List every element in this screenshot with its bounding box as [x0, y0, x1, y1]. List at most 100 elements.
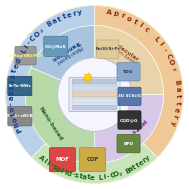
Text: O: O	[113, 171, 120, 178]
Bar	[72, 98, 117, 103]
Wedge shape	[31, 26, 94, 80]
FancyBboxPatch shape	[117, 63, 140, 81]
Text: A: A	[106, 9, 112, 16]
Text: e: e	[138, 159, 145, 167]
Text: Metal-based: Metal-based	[54, 44, 82, 64]
FancyBboxPatch shape	[97, 40, 119, 58]
Text: s: s	[51, 164, 57, 171]
FancyBboxPatch shape	[15, 47, 36, 65]
Text: CG@MoS: CG@MoS	[45, 44, 67, 48]
Text: d: d	[66, 170, 72, 177]
Bar	[72, 92, 117, 97]
Text: a: a	[51, 18, 58, 25]
Text: i: i	[103, 174, 106, 180]
Bar	[72, 105, 117, 110]
Text: A: A	[37, 154, 45, 162]
Text: Bi0.5+xNCB: Bi0.5+xNCB	[6, 114, 34, 118]
Text: Ru(II)/Si-Pc: Ru(II)/Si-Pc	[95, 47, 120, 51]
Text: 3D SCSi/G: 3D SCSi/G	[118, 94, 141, 98]
Text: ₂: ₂	[170, 66, 177, 71]
Text: O: O	[167, 58, 175, 66]
Text: B: B	[46, 20, 54, 28]
Text: i: i	[138, 22, 143, 29]
Circle shape	[84, 74, 91, 81]
Text: t: t	[11, 69, 18, 74]
Text: ₂: ₂	[38, 27, 44, 34]
Text: TDG: TDG	[123, 70, 134, 74]
Text: C: C	[29, 34, 37, 42]
Text: t: t	[135, 162, 141, 169]
Text: o: o	[125, 15, 132, 22]
Text: -: -	[161, 47, 168, 53]
Text: -: -	[48, 162, 53, 169]
Wedge shape	[26, 67, 94, 163]
Circle shape	[58, 58, 131, 131]
Text: MOFs COFs: MOFs COFs	[117, 117, 147, 147]
Text: t: t	[78, 173, 83, 180]
Text: e: e	[13, 63, 20, 69]
Text: C: C	[164, 52, 172, 60]
Circle shape	[6, 6, 183, 183]
FancyBboxPatch shape	[80, 148, 105, 172]
Wedge shape	[32, 143, 157, 183]
Text: In-Te-NWs: In-Te-NWs	[8, 84, 31, 88]
Text: L: L	[153, 35, 160, 43]
Text: a: a	[8, 96, 15, 101]
Text: t: t	[62, 14, 67, 20]
Text: SAMog/SNG/PCT: SAMog/SNG/PCT	[8, 54, 43, 58]
Text: O: O	[33, 30, 41, 39]
FancyBboxPatch shape	[8, 107, 32, 126]
Text: a: a	[174, 87, 181, 91]
Text: B: B	[124, 167, 131, 175]
Text: s: s	[10, 74, 17, 79]
Text: e: e	[66, 12, 73, 19]
Text: c: c	[143, 26, 150, 33]
Text: y: y	[144, 154, 152, 162]
Text: d: d	[15, 57, 22, 65]
Text: -: -	[26, 40, 33, 45]
Text: B: B	[173, 79, 180, 85]
Text: r: r	[72, 10, 77, 17]
FancyBboxPatch shape	[118, 111, 141, 129]
Text: t: t	[57, 16, 62, 23]
Text: r: r	[171, 114, 178, 119]
Text: r: r	[120, 13, 125, 19]
FancyBboxPatch shape	[8, 76, 32, 96]
Bar	[72, 79, 117, 84]
FancyBboxPatch shape	[50, 148, 75, 172]
Text: o: o	[54, 165, 61, 173]
Text: -: -	[107, 173, 110, 180]
Text: a: a	[128, 165, 135, 173]
Text: p: p	[112, 11, 119, 18]
Text: t: t	[10, 112, 17, 117]
Text: t: t	[174, 101, 180, 105]
Text: Nano-based: Nano-based	[37, 105, 63, 141]
Text: a: a	[82, 174, 87, 180]
Text: e: e	[90, 175, 95, 181]
Text: Carbon-based: Carbon-based	[107, 43, 138, 67]
Text: Molecular: Molecular	[110, 40, 140, 63]
Text: i: i	[9, 80, 15, 84]
Text: CQD@G: CQD@G	[120, 118, 139, 122]
Wedge shape	[6, 6, 94, 157]
Text: i: i	[63, 169, 67, 176]
Circle shape	[26, 26, 163, 163]
Text: y: y	[77, 9, 83, 16]
Text: i: i	[158, 41, 164, 47]
Text: Transition: Transition	[50, 39, 81, 61]
Text: t: t	[132, 164, 138, 171]
Text: y: y	[169, 120, 176, 126]
FancyBboxPatch shape	[69, 77, 120, 112]
FancyBboxPatch shape	[118, 87, 141, 105]
Text: t: t	[175, 94, 181, 98]
Text: COF: COF	[86, 157, 99, 162]
Text: L: L	[98, 174, 103, 181]
Wedge shape	[94, 26, 163, 94]
Text: MOF: MOF	[55, 157, 69, 162]
FancyBboxPatch shape	[117, 135, 140, 153]
Text: t: t	[132, 18, 138, 25]
Text: l: l	[41, 158, 47, 164]
Text: l: l	[59, 167, 64, 174]
Text: h: h	[13, 121, 21, 128]
Bar	[72, 85, 117, 91]
